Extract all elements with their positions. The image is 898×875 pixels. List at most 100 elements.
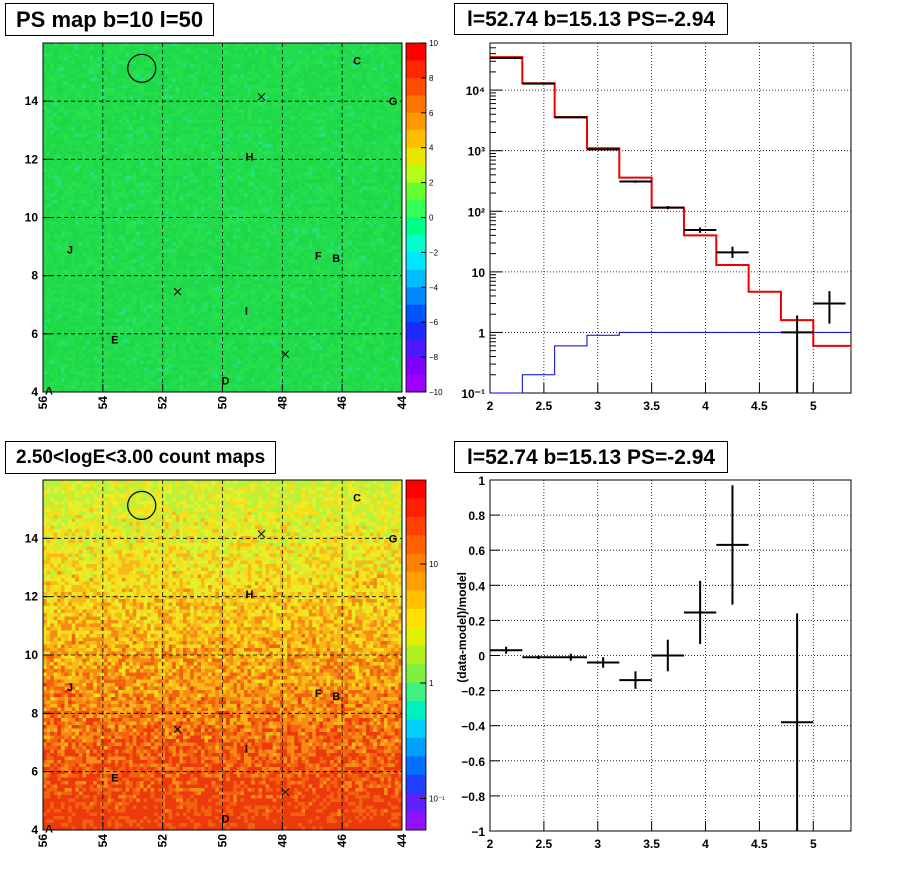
heatmap-cell — [118, 322, 123, 327]
heatmap-cell — [186, 360, 191, 365]
heatmap-cell — [111, 70, 116, 75]
heatmap-cell — [168, 56, 173, 61]
heatmap-cell — [150, 196, 155, 201]
heatmap-cell — [150, 140, 155, 145]
heatmap-cell — [75, 336, 80, 341]
heatmap-cell — [82, 60, 87, 65]
heatmap-cell — [57, 238, 62, 243]
heatmap-cell — [183, 234, 187, 239]
heatmap-cell — [139, 318, 144, 323]
heatmap-cell — [78, 165, 83, 170]
heatmap-cell — [71, 259, 76, 264]
heatmap-cell — [129, 304, 134, 309]
heatmap-cell — [150, 290, 155, 295]
heatmap-cell — [183, 175, 187, 180]
heatmap-cell — [168, 154, 173, 159]
heatmap-cell — [89, 123, 94, 128]
heatmap-cell — [114, 123, 119, 128]
heatmap-cell — [186, 172, 191, 177]
heatmap-cell — [208, 315, 213, 320]
heatmap-cell — [183, 276, 187, 281]
heatmap-cell — [175, 308, 180, 313]
heatmap-cell — [204, 374, 209, 379]
heatmap-cell — [50, 175, 55, 180]
heatmap-cell — [186, 116, 191, 121]
heatmap-cell — [197, 371, 202, 375]
heatmap-cell — [100, 74, 105, 79]
heatmap-cell — [200, 207, 205, 211]
heatmap-cell — [179, 137, 184, 142]
heatmap-cell — [165, 346, 170, 351]
heatmap-cell — [193, 259, 198, 264]
heatmap-cell — [68, 339, 73, 344]
heatmap-cell — [75, 325, 80, 330]
heatmap-cell — [96, 119, 101, 124]
heatmap-cell — [43, 60, 47, 65]
heatmap-cell — [75, 151, 80, 156]
heatmap-cell — [132, 385, 137, 389]
heatmap-cell — [107, 158, 112, 163]
heatmap-cell — [93, 360, 98, 365]
heatmap-cell — [107, 130, 112, 135]
heatmap-cell — [157, 280, 162, 285]
heatmap-cell — [161, 311, 166, 316]
heatmap-cell — [46, 301, 51, 306]
heatmap-cell — [204, 189, 209, 194]
heatmap-cell — [43, 308, 47, 313]
heatmap-cell — [190, 67, 195, 72]
heatmap-cell — [208, 158, 213, 163]
heatmap-cell — [208, 84, 213, 89]
heatmap-cell — [183, 346, 187, 351]
heatmap-cell — [129, 207, 134, 211]
heatmap-cell — [208, 214, 213, 218]
heatmap-cell — [86, 186, 91, 190]
heatmap-cell — [179, 367, 184, 372]
heatmap-cell — [154, 43, 159, 47]
heatmap-cell — [89, 193, 94, 197]
heatmap-cell — [68, 84, 73, 89]
heatmap-cell — [78, 116, 83, 121]
heatmap-cell — [147, 231, 152, 236]
heatmap-cell — [89, 189, 94, 194]
heatmap-cell — [60, 172, 65, 177]
heatmap-cell — [215, 53, 220, 58]
heatmap-cell — [104, 269, 109, 274]
heatmap-cell — [139, 179, 144, 183]
heatmap-cell — [96, 196, 101, 201]
heatmap-cell — [86, 360, 91, 365]
heatmap-cell — [93, 144, 98, 149]
heatmap-cell — [114, 217, 119, 222]
heatmap-cell — [147, 245, 152, 250]
heatmap-cell — [200, 367, 205, 372]
heatmap-cell — [89, 207, 94, 211]
heatmap-cell — [129, 77, 134, 82]
heatmap-cell — [78, 381, 83, 386]
heatmap-cell — [208, 189, 213, 194]
heatmap-cell — [147, 290, 152, 295]
heatmap-cell — [60, 311, 65, 316]
heatmap-cell — [150, 210, 155, 215]
heatmap-cell — [93, 388, 98, 393]
heatmap-cell — [157, 343, 162, 348]
heatmap-cell — [64, 241, 69, 246]
heatmap-cell — [82, 74, 87, 79]
heatmap-cell — [57, 315, 62, 320]
heatmap-cell — [172, 43, 177, 47]
heatmap-cell — [64, 81, 69, 86]
heatmap-cell — [89, 119, 94, 124]
heatmap-cell — [139, 116, 144, 121]
heatmap-cell — [89, 339, 94, 344]
heatmap-cell — [118, 179, 123, 183]
heatmap-cell — [43, 227, 47, 232]
heatmap-cell — [183, 196, 187, 201]
heatmap-cell — [150, 374, 155, 379]
heatmap-cell — [197, 74, 202, 79]
heatmap-cell — [86, 43, 91, 47]
heatmap-cell — [190, 224, 195, 229]
heatmap-cell — [183, 53, 187, 58]
heatmap-cell — [150, 248, 155, 253]
heatmap-cell — [96, 238, 101, 243]
heatmap-cell — [197, 77, 202, 82]
heatmap-cell — [57, 56, 62, 61]
heatmap-cell — [96, 248, 101, 253]
